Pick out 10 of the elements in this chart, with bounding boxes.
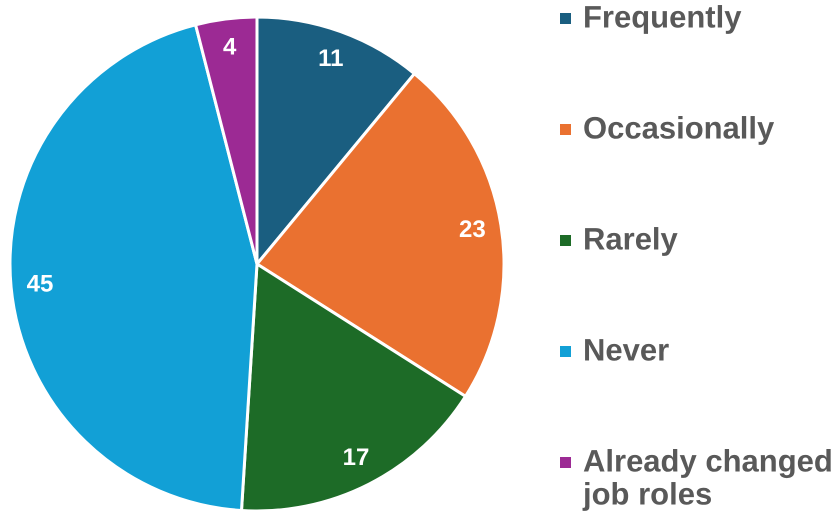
legend-label: Occasionally xyxy=(583,110,776,146)
data-label: 23 xyxy=(458,216,486,243)
data-label: 4 xyxy=(223,34,237,61)
legend-label: Never xyxy=(583,332,670,368)
data-label: 45 xyxy=(26,270,54,298)
data-label: 11 xyxy=(318,44,344,72)
legend-label: Already changed job roles xyxy=(582,444,833,512)
legend-label: Frequently xyxy=(583,0,742,34)
legend-label: Rarely xyxy=(583,222,679,256)
data-label: 17 xyxy=(342,444,370,472)
